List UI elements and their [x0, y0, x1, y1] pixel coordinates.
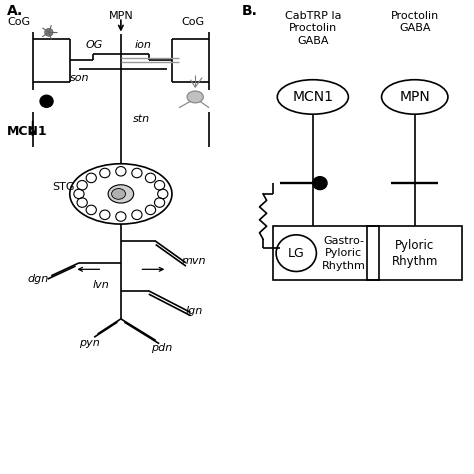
Text: mvn: mvn — [181, 256, 206, 266]
Ellipse shape — [108, 185, 134, 203]
Ellipse shape — [187, 91, 203, 103]
Text: pyn: pyn — [79, 338, 100, 348]
Text: MCN1: MCN1 — [7, 125, 48, 138]
Text: dgn: dgn — [28, 273, 49, 283]
Text: MPN: MPN — [109, 11, 133, 21]
Bar — [273, 226, 379, 280]
Text: CoG: CoG — [181, 17, 204, 27]
Text: MPN: MPN — [400, 90, 430, 104]
Text: lvn: lvn — [93, 280, 110, 290]
Text: LG: LG — [288, 246, 305, 260]
Ellipse shape — [111, 189, 126, 199]
Circle shape — [40, 95, 53, 107]
Text: ion: ion — [135, 39, 152, 50]
Bar — [367, 226, 462, 280]
Text: OG: OG — [86, 39, 103, 50]
Text: B.: B. — [242, 4, 257, 18]
Circle shape — [313, 177, 327, 190]
Text: A.: A. — [7, 4, 23, 18]
Text: CoG: CoG — [7, 17, 30, 27]
Text: pdn: pdn — [151, 343, 173, 353]
Text: lgn: lgn — [186, 306, 203, 316]
Text: son: son — [70, 73, 89, 83]
Text: stn: stn — [132, 113, 150, 124]
Text: MCN1: MCN1 — [292, 90, 333, 104]
Text: STG: STG — [52, 182, 74, 192]
Text: CabTRP Ia
Proctolin
GABA: CabTRP Ia Proctolin GABA — [284, 11, 341, 46]
Text: Pyloric
Rhythm: Pyloric Rhythm — [392, 239, 438, 268]
Circle shape — [45, 28, 53, 36]
Text: Gastro-
Pyloric
Rhythm: Gastro- Pyloric Rhythm — [322, 236, 365, 271]
Text: Proctolin
GABA: Proctolin GABA — [391, 11, 439, 33]
